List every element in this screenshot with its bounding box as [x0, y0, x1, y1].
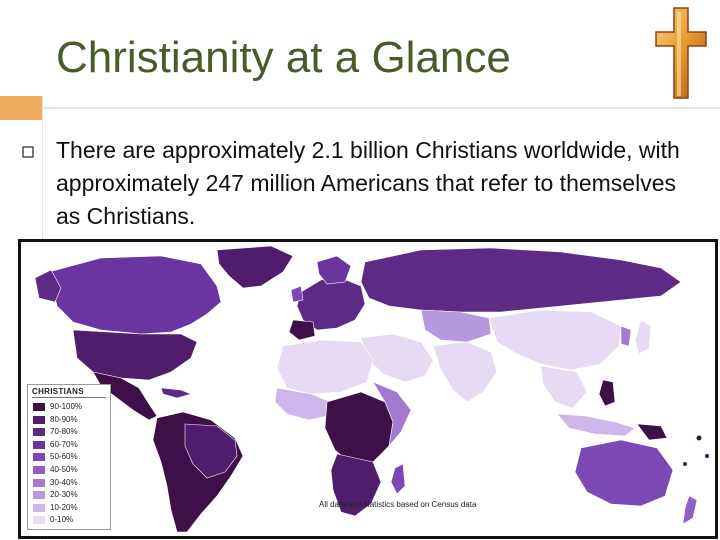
region-alaska: [34, 269, 62, 303]
legend-swatch: [32, 515, 46, 526]
legend-label: 0-10%: [50, 515, 74, 525]
legend-item: 30-40%: [32, 477, 108, 489]
legend-label: 60-70%: [50, 439, 78, 449]
region-west-africa: [274, 387, 332, 421]
legend-item: 80-90%: [32, 414, 108, 426]
bullet-square-icon: [22, 146, 34, 158]
region-iberia: [288, 319, 316, 341]
title-divider: [0, 96, 720, 122]
region-east-africa: [372, 381, 412, 448]
legend-item: 0-10%: [32, 514, 108, 526]
legend-item: 20-30%: [32, 489, 108, 501]
region-png: [636, 423, 668, 441]
legend-item: 10-20%: [32, 502, 108, 514]
world-map: CHRISTIANS 90-100% 80-90% 70-80% 60-70% 50-6…: [18, 239, 718, 539]
legend-title: CHRISTIANS: [32, 387, 84, 396]
region-china: [488, 309, 622, 371]
legend-swatch: [32, 414, 46, 425]
world-map-svg: [34, 245, 709, 533]
region-brazil: [184, 423, 238, 479]
legend-swatch: [32, 490, 46, 501]
region-pacific-islands: [696, 435, 702, 441]
legend-label: 50-60%: [50, 452, 78, 462]
region-southern-africa: [330, 453, 382, 517]
legend-swatch: [32, 402, 46, 412]
legend-item: 60-70%: [32, 439, 108, 451]
divider-line: [42, 107, 720, 109]
region-canada: [48, 255, 222, 335]
legend-swatch: [32, 427, 46, 438]
legend-swatch: [32, 465, 46, 475]
region-usa: [72, 329, 198, 381]
region-central-asia: [420, 309, 492, 343]
region-caribbean: [160, 387, 192, 399]
legend-rule: [32, 397, 106, 398]
legend-label: 80-90%: [50, 414, 78, 424]
region-scandinavia: [316, 255, 352, 285]
legend-label: 10-20%: [50, 502, 78, 512]
map-source-note: All data and statistics based on Census …: [319, 500, 477, 509]
region-southeast-asia: [540, 365, 588, 409]
legend-label: 30-40%: [50, 477, 78, 487]
legend-label: 40-50%: [50, 465, 78, 474]
slide-title: Christianity at a Glance: [56, 33, 511, 82]
legend-item: 40-50%: [32, 464, 108, 476]
legend-swatch: [32, 477, 46, 488]
legend-label: 20-30%: [50, 490, 78, 500]
region-australia: [574, 439, 674, 507]
region-korea: [620, 325, 632, 347]
legend-swatch: [32, 439, 46, 450]
legend-item: 90-100%: [32, 401, 108, 413]
accent-bar: [0, 96, 42, 120]
region-russia: [360, 247, 682, 313]
region-north-africa: [276, 339, 374, 395]
legend-label: 70-80%: [50, 427, 78, 437]
legend-item: 70-80%: [32, 426, 108, 438]
region-uk: [290, 285, 304, 303]
region-philippines: [598, 379, 616, 407]
map-legend: CHRISTIANS 90-100% 80-90% 70-80% 60-70% 50-6…: [27, 384, 111, 530]
region-indonesia: [556, 413, 636, 437]
region-greenland: [216, 245, 294, 289]
cross-icon: [655, 7, 707, 99]
legend-label: 90-100%: [50, 402, 83, 411]
region-central-africa: [324, 391, 394, 465]
legend-item: 50-60%: [32, 451, 108, 463]
bullet-text: There are approximately 2.1 billion Chri…: [56, 137, 680, 229]
legend-swatch: [32, 502, 46, 513]
legend-swatch: [32, 452, 46, 463]
region-new-zealand: [682, 495, 698, 525]
region-south-asia: [432, 341, 498, 403]
region-japan: [634, 319, 652, 355]
region-madagascar: [390, 463, 406, 495]
